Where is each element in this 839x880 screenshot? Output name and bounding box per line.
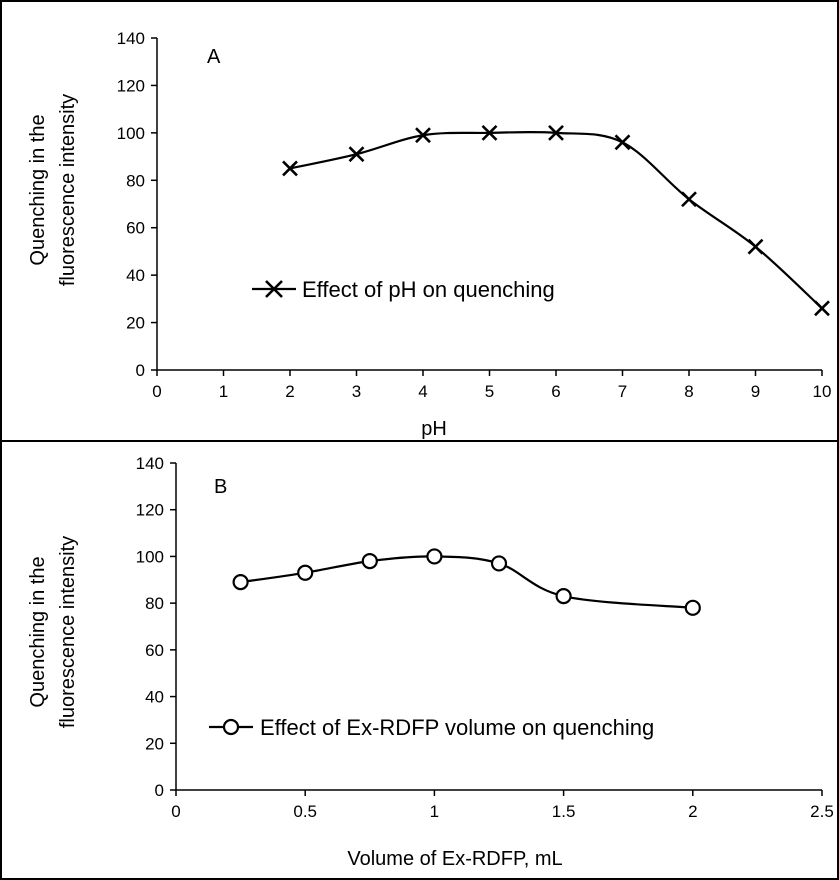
chart-a-data-point [415,127,431,144]
chart-b-x-axis-label: Volume of Ex-RDFP, mL [347,848,562,870]
chart-b-y-tick-label: 100 [136,547,164,566]
chart-a-x-tick-label: 7 [618,382,627,401]
chart-b-x-tick-label: 1.5 [552,802,576,821]
chart-a-data-point [614,134,631,151]
chart-a-y-tick-label: 140 [117,29,145,48]
chart-b-y-axis-label: Quenching in the fluorescence intensity [27,536,79,728]
chart-a-x-tick-label: 10 [813,382,832,401]
chart-b-x-tick-label: 1 [430,802,439,821]
chart-b-y-label-line-1: Quenching in the [27,556,49,707]
chart-a-x-tick-label: 4 [418,382,427,401]
chart-a-legend-marker [265,280,283,298]
chart-a-x-tick-label: 6 [551,382,560,401]
chart-a-y-axis-label: Quenching in the fluorescence intensity [27,94,79,286]
chart-b-legend: Effect of Ex-RDFP volume on quenching [209,715,654,740]
chart-b-y-tick-label: 0 [155,781,164,800]
chart-a-x-tick-label: 0 [152,382,161,401]
chart-a-y-label-line-2: fluorescence intensity [57,94,79,286]
chart-b-legend-text: Effect of Ex-RDFP volume on quenching [260,715,654,740]
chart-a-y-tick-label: 100 [117,124,145,143]
chart-a-data-point [548,124,564,141]
chart-a-legend: Effect of pH on quenching [252,277,555,302]
chart-a-x-tick-label: 9 [751,382,760,401]
chart-a: Quenching in the fluorescence intensity … [27,29,831,440]
chart-b-x-tick-label: 2.5 [810,802,834,821]
chart-a-y-label-line-1: Quenching in the [27,114,49,265]
chart-b-data-point [361,552,378,570]
chart-a-marks: 0 20 40 60 80 100 120 140 0 1 2 3 4 5 6 7 8 9 10 [117,29,832,401]
chart-a-legend-text: Effect of pH on quenching [302,277,555,302]
chart-a-x-tick-label: 5 [485,382,494,401]
chart-b-y-tick-label: 140 [136,454,164,473]
chart-a-y-tick-label: 0 [136,361,145,380]
chart-b: Quenching in the fluorescence intensity … [27,454,834,870]
chart-b-y-label-line-2: fluorescence intensity [57,536,79,728]
chart-b-marks: 0 20 40 60 80 100 120 140 0 0.5 1 1.5 2 2.5 [136,454,834,821]
chart-a-x-axis-label: pH [421,418,447,440]
chart-b-x-tick-label: 0 [171,802,180,821]
chart-b-data-point [555,588,572,605]
chart-a-panel-label: A [207,46,221,68]
chart-b-data-point [232,574,249,591]
chart-b-data-point [490,555,508,572]
chart-a-y-tick-label: 40 [126,266,145,285]
chart-b-x-tick-label: 2 [688,802,697,821]
chart-a-y-tick-label: 60 [126,219,145,238]
chart-b-data-point [297,564,314,581]
chart-a-y-tick-label: 120 [117,76,145,95]
chart-a-data-point [747,238,764,255]
chart-b-y-tick-label: 20 [145,734,164,753]
chart-b-data-point [684,599,701,616]
chart-a-data-point [481,124,498,141]
chart-a-x-tick-label: 3 [352,382,361,401]
chart-b-y-tick-label: 40 [145,688,164,707]
panel-b-border [0,440,839,880]
chart-b-legend-marker [222,718,240,736]
chart-b-data-point [426,548,443,565]
chart-a-data-point [681,191,697,208]
chart-a-x-tick-label: 1 [219,382,228,401]
chart-b-y-tick-label: 120 [136,501,164,520]
chart-a-data-point [282,160,298,177]
chart-a-data-point [814,300,830,317]
chart-a-data-point [348,146,365,163]
chart-b-y-tick-label: 60 [145,641,164,660]
chart-a-series-line [289,130,823,310]
chart-a-y-tick-label: 20 [126,314,145,333]
chart-b-series-line [240,555,693,609]
chart-b-y-tick-label: 80 [145,594,164,613]
chart-a-x-tick-label: 8 [684,382,693,401]
chart-b-panel-label: B [214,476,227,498]
chart-a-x-tick-label: 2 [285,382,294,401]
chart-a-y-tick-label: 80 [126,171,145,190]
chart-b-x-tick-label: 0.5 [293,802,317,821]
